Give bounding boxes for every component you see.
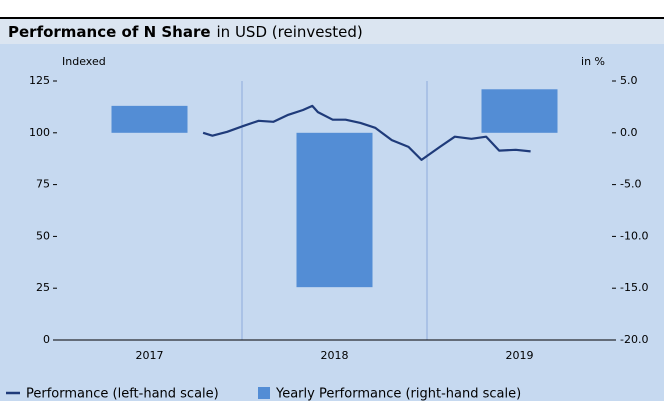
chart-subtitle: in USD (reinvested) (217, 23, 363, 41)
line (202, 104, 531, 161)
y-tick-label: 75 (36, 178, 50, 191)
bar (481, 89, 558, 133)
title-bar (0, 19, 664, 44)
title-rule (0, 17, 664, 19)
legend-label: Yearly Performance (right-hand scale) (275, 387, 521, 401)
y2-tick-label: -20.0 (620, 333, 648, 346)
y2-tick-label: 5.0 (620, 74, 638, 87)
y2-tick-label: -15.0 (620, 281, 648, 294)
y2-tick-label: 0.0 (620, 126, 638, 139)
y2-axis-label: in % (581, 55, 605, 68)
bar (296, 132, 373, 288)
chart-title-group: Performance of N Share in USD (reinvested… (8, 23, 363, 41)
x-tick-label: 2017 (136, 349, 164, 362)
legend-label: Performance (left-hand scale) (26, 387, 219, 401)
chart-title: Performance of N Share (8, 23, 211, 41)
y-axis-label: Indexed (62, 55, 106, 68)
legend-swatch (258, 387, 270, 399)
y2-tick-label: -5.0 (620, 178, 641, 191)
y-tick-label: 100 (29, 126, 50, 139)
y2-tick-label: -10.0 (620, 229, 648, 242)
y-tick-label: 0 (43, 333, 50, 346)
y-tick-label: 50 (36, 229, 50, 242)
bar (111, 105, 188, 133)
y-tick-label: 125 (29, 74, 50, 87)
y-tick-label: 25 (36, 281, 50, 294)
x-tick-label: 2019 (506, 349, 534, 362)
x-tick-label: 2018 (321, 349, 349, 362)
